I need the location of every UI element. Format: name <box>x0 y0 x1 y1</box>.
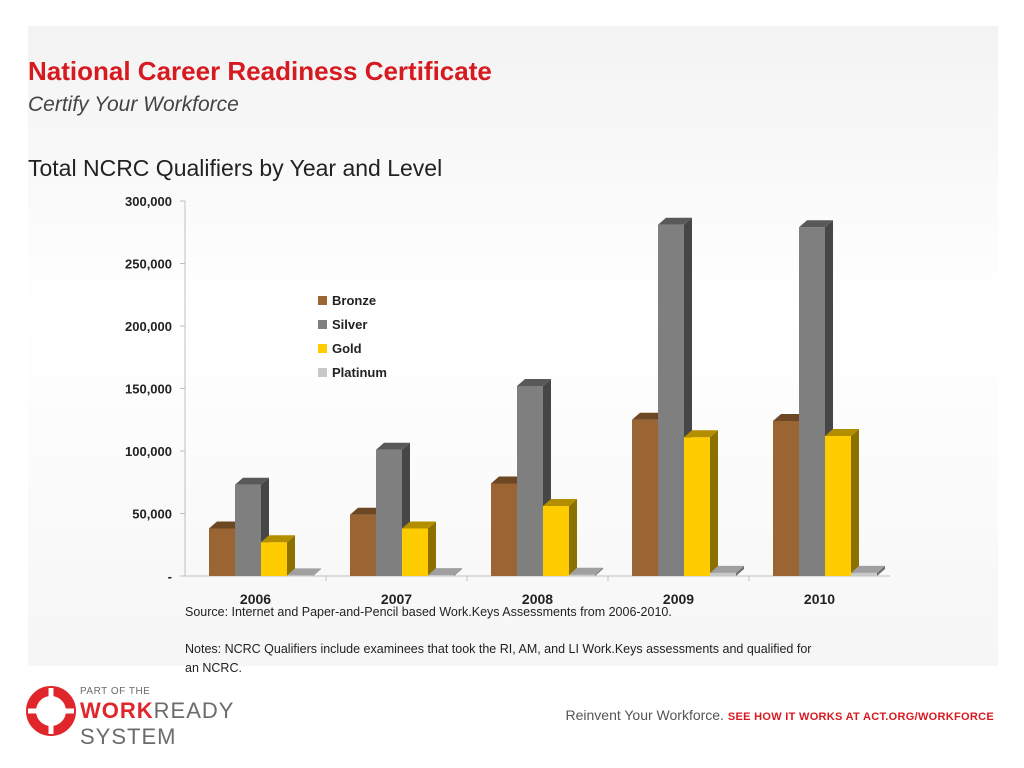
bar-side-platinum <box>313 568 321 576</box>
bar-side-platinum <box>595 567 603 576</box>
bar-side-platinum <box>454 568 462 576</box>
bar-silver-2010 <box>799 227 825 576</box>
bar-silver-2008 <box>517 386 543 576</box>
x-tick-label: 2010 <box>804 591 835 607</box>
bar-side-platinum <box>736 565 744 576</box>
bar-platinum-2006 <box>287 575 313 577</box>
bar-side-gold <box>569 499 577 576</box>
qualifier-note: Notes: NCRC Qualifiers include examinees… <box>185 642 812 675</box>
page-subtitle: Certify Your Workforce <box>28 93 239 116</box>
logo-rest-text: READY SYSTEM <box>80 698 235 749</box>
workready-logo: PART OF THE WORKREADY SYSTEM <box>24 682 314 749</box>
bar-top-bronze <box>491 476 525 484</box>
x-tick-label: 2006 <box>240 591 271 607</box>
bar-gold-2006 <box>261 542 287 576</box>
legend-swatch-gold <box>318 344 327 353</box>
bar-side-gold <box>851 429 859 576</box>
y-tick-label: - <box>168 569 172 584</box>
bar-platinum-2007 <box>428 575 454 577</box>
bar-side-platinum <box>877 565 885 576</box>
y-tick-label: 100,000 <box>125 444 172 459</box>
y-tick-label: 200,000 <box>125 319 172 334</box>
bar-top-silver <box>658 217 692 225</box>
bar-bronze-2009 <box>632 419 658 576</box>
y-tick-label: 150,000 <box>125 382 172 397</box>
bar-top-gold <box>825 429 859 436</box>
bar-side-gold <box>428 521 436 576</box>
source-note: Source: Internet and Paper-and-Pencil ba… <box>185 605 672 619</box>
y-tick-label: 300,000 <box>125 194 172 209</box>
logo-wordmark: WORKREADY SYSTEM <box>80 698 314 750</box>
bar-gold-2010 <box>825 436 851 576</box>
logo-work-text: WORK <box>80 698 154 723</box>
bar-silver-2006 <box>235 484 261 576</box>
bar-top-platinum <box>710 565 744 573</box>
legend-label-gold: Gold <box>332 341 362 356</box>
legend-label-silver: Silver <box>332 317 367 332</box>
bar-top-bronze <box>632 412 666 420</box>
bar-silver-2009 <box>658 224 684 576</box>
bar-top-silver <box>376 442 410 450</box>
x-tick-label: 2008 <box>522 591 553 607</box>
bar-top-platinum <box>569 567 603 575</box>
bar-side-gold <box>710 430 718 576</box>
legend-swatch-silver <box>318 320 327 329</box>
bar-top-platinum <box>851 565 885 573</box>
bar-top-silver <box>235 477 269 485</box>
logo-small-text: PART OF THE <box>80 686 151 697</box>
bar-top-gold <box>684 430 718 438</box>
bar-silver-2007 <box>376 449 402 576</box>
tagline-cta: SEE HOW IT WORKS AT ACT.ORG/WORKFORCE <box>727 711 994 723</box>
bar-top-platinum <box>287 568 321 576</box>
bar-gold-2009 <box>684 437 710 576</box>
bar-side-gold <box>287 535 295 576</box>
bar-bronze-2008 <box>491 483 517 576</box>
legend-label-platinum: Platinum <box>332 365 387 380</box>
bar-platinum-2008 <box>569 574 595 576</box>
legend-swatch-platinum <box>318 368 327 377</box>
bar-bronze-2006 <box>209 528 235 576</box>
bar-bronze-2010 <box>773 421 799 576</box>
y-tick-label: 250,000 <box>125 257 172 272</box>
x-tick-label: 2007 <box>381 591 412 607</box>
legend-swatch-bronze <box>318 296 327 305</box>
y-tick-label: 50,000 <box>132 507 172 522</box>
legend-label-bronze: Bronze <box>332 293 376 308</box>
bar-top-gold <box>261 535 295 543</box>
x-tick-label: 2009 <box>663 591 694 607</box>
bar-top-gold <box>402 521 436 529</box>
bar-gold-2008 <box>543 506 569 576</box>
bar-platinum-2010 <box>851 572 877 576</box>
bar-top-bronze <box>350 507 384 515</box>
footer-tagline: Reinvent Your Workforce. SEE HOW IT WORK… <box>565 707 994 723</box>
bar-top-gold <box>543 499 577 506</box>
bar-top-platinum <box>428 568 462 576</box>
bar-platinum-2009 <box>710 572 736 576</box>
life-ring-icon <box>26 686 76 736</box>
bar-top-silver <box>517 379 551 386</box>
bar-gold-2007 <box>402 528 428 576</box>
tagline-text: Reinvent Your Workforce. <box>565 707 724 723</box>
bar-top-bronze <box>773 414 807 421</box>
page-title: National Career Readiness Certificate <box>28 56 492 86</box>
bar-bronze-2007 <box>350 514 376 576</box>
bar-top-silver <box>799 220 833 228</box>
chart-heading: Total NCRC Qualifiers by Year and Level <box>28 155 443 181</box>
bar-top-bronze <box>209 521 243 529</box>
